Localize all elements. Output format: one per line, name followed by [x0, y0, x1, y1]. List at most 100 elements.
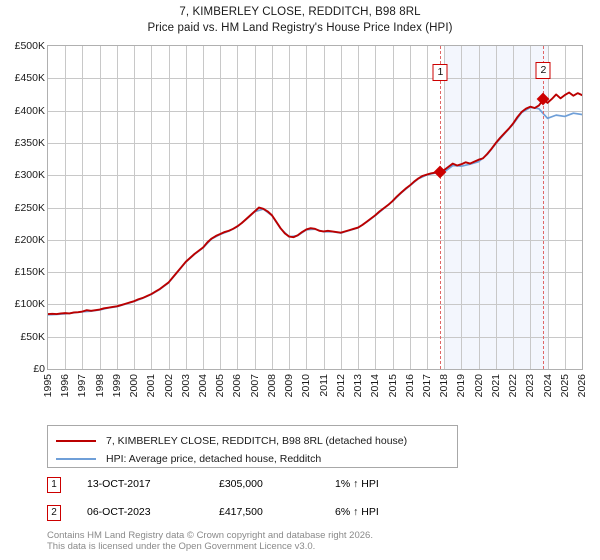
- footer-line-1: Contains HM Land Registry data © Crown c…: [47, 530, 373, 541]
- gridline-horizontal: [48, 272, 582, 273]
- x-axis-tick-label: 2001: [145, 374, 158, 398]
- x-axis-tick-label: 2024: [541, 374, 554, 398]
- sale-marker-label[interactable]: 2: [535, 62, 551, 79]
- x-axis-tick-label: 2012: [334, 374, 347, 398]
- transaction-price: £417,500: [219, 506, 263, 518]
- legend-label: HPI: Average price, detached house, Redd…: [106, 453, 322, 465]
- gridline-vertical: [134, 46, 135, 369]
- legend-color-swatch: [56, 458, 96, 460]
- transaction-date: 06-OCT-2023: [87, 506, 151, 518]
- gridline-vertical: [82, 46, 83, 369]
- gridline-horizontal: [48, 208, 582, 209]
- gridline-horizontal: [48, 304, 582, 305]
- gridline-vertical: [410, 46, 411, 369]
- gridline-vertical: [306, 46, 307, 369]
- x-axis-tick-label: 2025: [558, 374, 571, 398]
- gridline-vertical: [530, 46, 531, 369]
- x-axis: 1995 1996 1997 1998 1999 2000 2001 2002 2003 2004…: [42, 372, 588, 418]
- y-axis: £0 £50K £100K £150K £200K £250K £300K £350K £400…: [0, 40, 45, 375]
- gridline-vertical: [496, 46, 497, 369]
- x-axis-tick-label: 1995: [42, 374, 54, 398]
- x-axis-tick-label: 2020: [472, 374, 485, 398]
- x-axis-tick-label: 2000: [128, 374, 141, 398]
- x-axis-tick-label: 2002: [162, 374, 175, 398]
- sale-marker-label[interactable]: 1: [432, 64, 448, 81]
- gridline-horizontal: [48, 78, 582, 79]
- x-axis-tick-label: 2017: [420, 374, 433, 398]
- gridline-vertical: [324, 46, 325, 369]
- gridline-vertical: [65, 46, 66, 369]
- y-axis-tick-label: £500K: [14, 40, 45, 52]
- x-axis-tick-label: 2006: [231, 374, 244, 398]
- gridline-vertical: [444, 46, 445, 369]
- transaction-index-badge: 1: [47, 477, 61, 493]
- legend-item[interactable]: 7, KIMBERLEY CLOSE, REDDITCH, B98 8RL (d…: [56, 433, 407, 449]
- gridline-vertical: [548, 46, 549, 369]
- gridline-vertical: [169, 46, 170, 369]
- chart-legend: 7, KIMBERLEY CLOSE, REDDITCH, B98 8RL (d…: [47, 425, 458, 468]
- x-axis-tick-label: 2026: [576, 374, 588, 398]
- x-axis-tick-label: 2007: [248, 374, 261, 398]
- y-axis-tick-label: £0: [33, 363, 45, 375]
- y-axis-tick-label: £150K: [14, 266, 45, 279]
- x-axis-tick-label: 2004: [197, 374, 210, 398]
- y-axis-tick-label: £450K: [14, 72, 45, 85]
- gridline-vertical: [393, 46, 394, 369]
- page-title: 7, KIMBERLEY CLOSE, REDDITCH, B98 8RL: [179, 6, 421, 18]
- x-axis-tick-label: 2010: [300, 374, 313, 398]
- gridline-vertical: [186, 46, 187, 369]
- gridline-vertical: [427, 46, 428, 369]
- event-marker-line: [543, 46, 545, 369]
- transaction-hpi-delta: 6% ↑ HPI: [335, 506, 379, 518]
- x-axis-tick-label: 2015: [386, 374, 399, 398]
- gridline-vertical: [289, 46, 290, 369]
- gridline-vertical: [117, 46, 118, 369]
- x-axis-tick-label: 1996: [59, 374, 72, 398]
- chart-title-block: 7, KIMBERLEY CLOSE, REDDITCH, B98 8RL Pr…: [0, 4, 600, 36]
- y-axis-tick-label: £250K: [14, 201, 45, 214]
- gridline-vertical: [220, 46, 221, 369]
- x-axis-tick-label: 2023: [524, 374, 537, 398]
- gridline-horizontal: [48, 111, 582, 112]
- legend-item[interactable]: HPI: Average price, detached house, Redd…: [56, 451, 321, 467]
- gridline-vertical: [582, 46, 583, 369]
- gridline-vertical: [151, 46, 152, 369]
- gridline-horizontal: [48, 143, 582, 144]
- x-axis-tick-label: 1997: [76, 374, 89, 398]
- gridline-vertical: [479, 46, 480, 369]
- gridline-vertical: [375, 46, 376, 369]
- event-marker-line: [440, 46, 442, 369]
- y-axis-tick-label: £50K: [20, 330, 45, 343]
- gridline-vertical: [237, 46, 238, 369]
- transaction-date: 13-OCT-2017: [87, 478, 151, 490]
- series-canvas: [48, 91, 582, 316]
- legend-color-swatch: [56, 440, 96, 442]
- gridline-vertical: [341, 46, 342, 369]
- gridline-vertical: [100, 46, 101, 369]
- y-axis-tick-label: £400K: [14, 104, 45, 117]
- gridline-vertical: [461, 46, 462, 369]
- x-axis-tick-label: 2021: [489, 374, 502, 398]
- gridline-vertical: [565, 46, 566, 369]
- gridline-vertical: [272, 46, 273, 369]
- gridline-horizontal: [48, 240, 582, 241]
- legend-label: 7, KIMBERLEY CLOSE, REDDITCH, B98 8RL (d…: [106, 435, 408, 447]
- y-axis-tick-label: £200K: [14, 233, 45, 246]
- x-axis-tick-label: 2018: [438, 374, 451, 398]
- gridline-vertical: [358, 46, 359, 369]
- series-line: [48, 91, 582, 316]
- footer-attribution: Contains HM Land Registry data © Crown c…: [47, 530, 587, 552]
- x-axis-tick-label: 2013: [352, 374, 365, 398]
- gridline-vertical: [255, 46, 256, 369]
- transaction-row[interactable]: 2 06-OCT-2023 £417,500 6% ↑ HPI: [47, 505, 467, 523]
- x-axis-tick-label: 2016: [403, 374, 416, 398]
- transaction-row[interactable]: 1 13-OCT-2017 £305,000 1% ↑ HPI: [47, 477, 467, 495]
- gridline-vertical: [203, 46, 204, 369]
- gridline-vertical: [513, 46, 514, 369]
- y-axis-tick-label: £350K: [14, 136, 45, 149]
- transaction-hpi-delta: 1% ↑ HPI: [335, 478, 379, 490]
- x-axis-tick-label: 2008: [265, 374, 278, 398]
- x-axis-tick-label: 1998: [93, 374, 106, 398]
